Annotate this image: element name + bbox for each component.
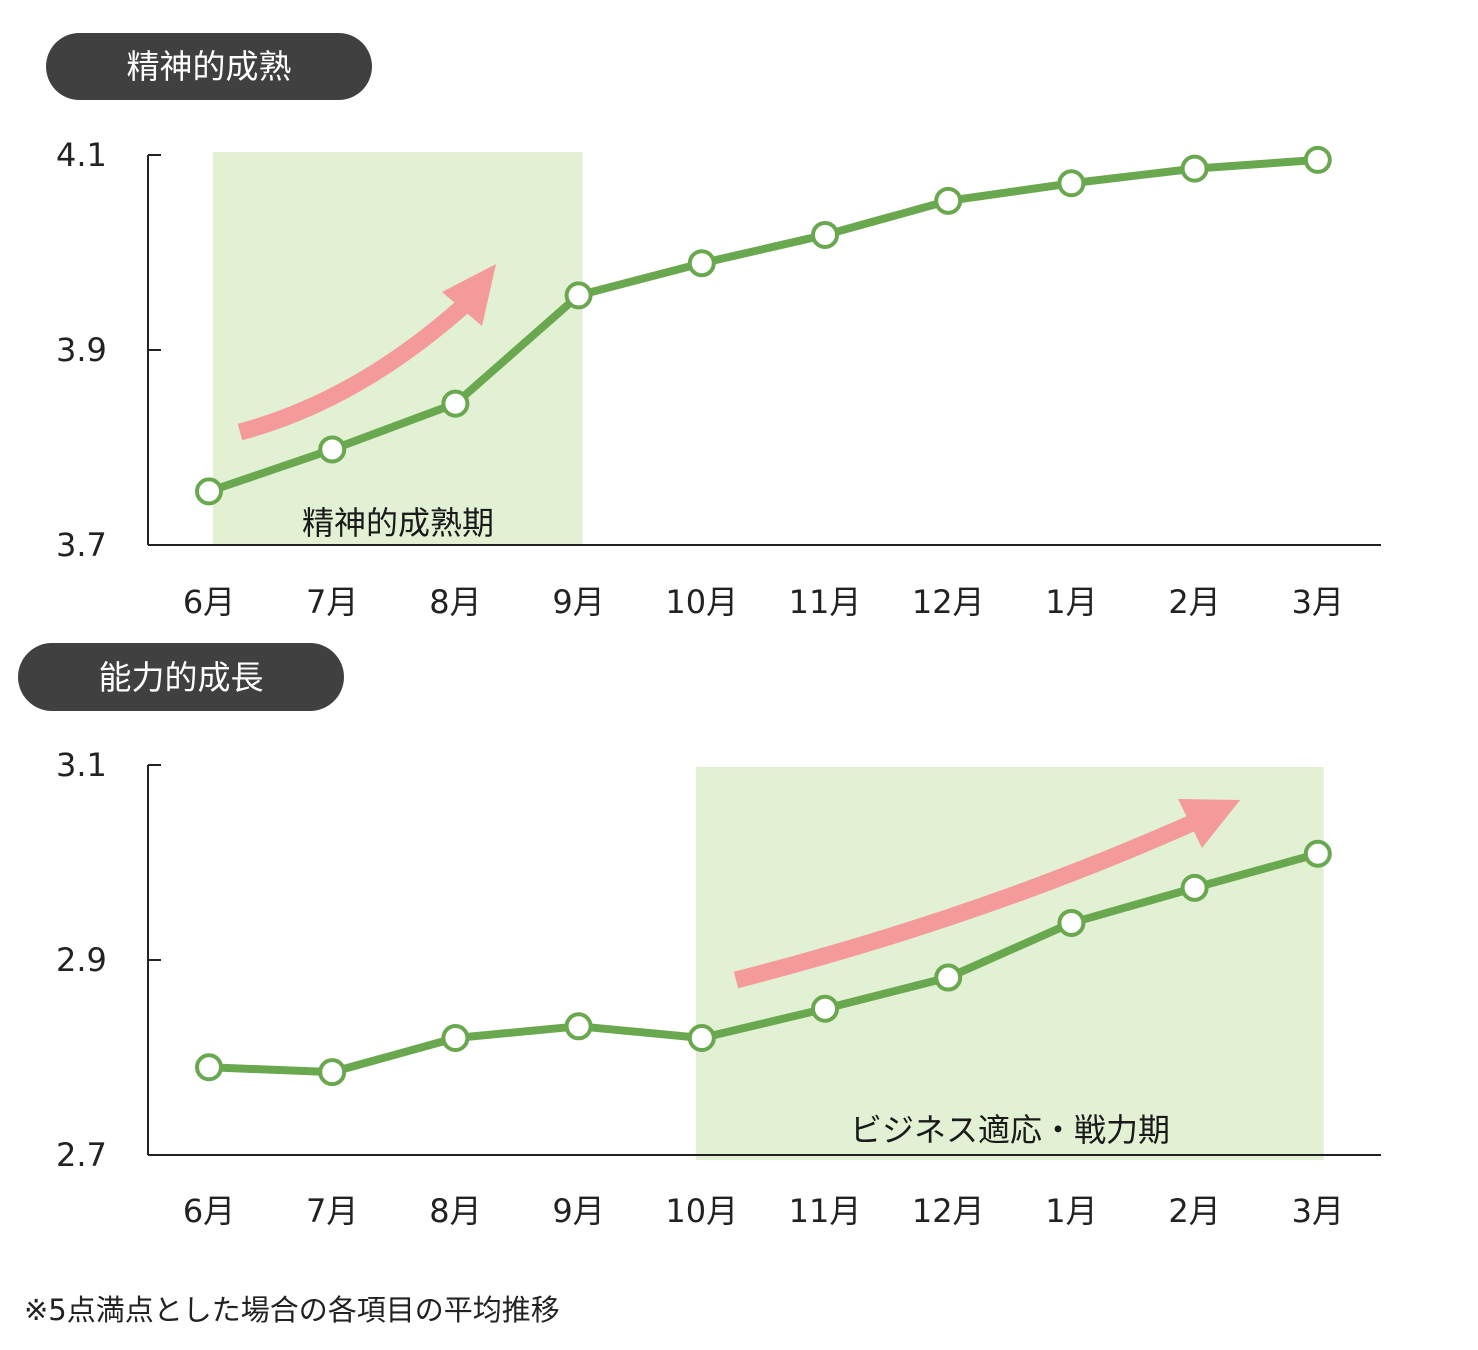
x-tick-label: 1月 bbox=[1045, 583, 1097, 621]
footnote: ※5点満点とした場合の各項目の平均推移 bbox=[24, 1293, 560, 1327]
x-tick-label: 10月 bbox=[665, 1192, 738, 1230]
x-tick-label: 11月 bbox=[789, 1192, 862, 1230]
x-tick-label: 12月 bbox=[912, 583, 985, 621]
x-tick-label: 12月 bbox=[912, 1192, 985, 1230]
x-tick-label: 3月 bbox=[1292, 583, 1344, 621]
chart-2-series-line bbox=[208, 849, 1319, 1077]
data-point bbox=[564, 1012, 593, 1041]
data-point bbox=[1057, 169, 1086, 198]
data-point bbox=[1180, 154, 1209, 183]
chart-1-x-ticks: 6月 7月 8月 9月 10月 11月 12月 1月 2月 3月 bbox=[183, 583, 1344, 621]
data-point bbox=[441, 1024, 470, 1052]
chart-ability-growth: 能力的成長 ビジネス適応・戦力期 2.7 2.9 3.1 6月 7月 8月 9月 10月 11… bbox=[18, 643, 1381, 1230]
x-tick-label: 1月 bbox=[1045, 1192, 1097, 1230]
data-point bbox=[1303, 145, 1332, 174]
data-point bbox=[1303, 839, 1332, 868]
data-point bbox=[811, 994, 839, 1023]
chart-1-title-pill bbox=[46, 33, 372, 100]
y-tick-label: 2.9 bbox=[56, 941, 107, 979]
data-point bbox=[441, 389, 470, 418]
chart-2-y-ticks: 2.7 2.9 3.1 bbox=[56, 746, 161, 1174]
data-point bbox=[934, 963, 963, 992]
x-tick-label: 9月 bbox=[552, 1192, 604, 1230]
data-point bbox=[687, 249, 716, 278]
data-point bbox=[811, 220, 839, 249]
data-point bbox=[1057, 908, 1086, 937]
x-tick-label: 6月 bbox=[183, 1192, 235, 1230]
y-tick-label: 3.9 bbox=[56, 331, 107, 369]
chart-1-points bbox=[195, 145, 1332, 506]
data-point bbox=[564, 281, 593, 310]
data-point bbox=[318, 1058, 347, 1087]
chart-1-title: 精神的成熟 bbox=[127, 47, 292, 86]
x-tick-label: 8月 bbox=[429, 1192, 481, 1230]
chart-2-trend-arrow-head bbox=[1178, 799, 1240, 848]
data-point bbox=[318, 435, 347, 464]
x-tick-label: 8月 bbox=[429, 583, 481, 621]
chart-2-title: 能力的成長 bbox=[99, 658, 264, 697]
chart-2-x-ticks: 6月 7月 8月 9月 10月 11月 12月 1月 2月 3月 bbox=[183, 1192, 1344, 1230]
x-tick-label: 3月 bbox=[1292, 1192, 1344, 1230]
data-point bbox=[195, 477, 223, 506]
chart-mental-maturity: 精神的成熟 精神的成熟期 3.7 3.9 4.1 6月 7月 8月 9月 10月 11月 12月… bbox=[46, 33, 1381, 621]
data-point bbox=[195, 1053, 223, 1082]
chart-2-trend-arrow bbox=[733, 807, 1214, 989]
chart-1-y-ticks: 3.7 3.9 4.1 bbox=[56, 136, 161, 564]
data-point bbox=[1180, 873, 1209, 902]
x-tick-label: 9月 bbox=[552, 583, 604, 621]
chart-1-series-line bbox=[207, 155, 1319, 496]
chart-1-highlight-label: 精神的成熟期 bbox=[302, 504, 494, 542]
y-tick-label: 2.7 bbox=[56, 1136, 107, 1174]
chart-2-highlight-label: ビジネス適応・戦力期 bbox=[850, 1111, 1170, 1149]
x-tick-label: 7月 bbox=[306, 1192, 358, 1230]
data-point bbox=[934, 186, 963, 215]
x-tick-label: 2月 bbox=[1168, 1192, 1220, 1230]
x-tick-label: 7月 bbox=[306, 583, 358, 621]
chart-2-points bbox=[195, 839, 1332, 1087]
x-tick-label: 6月 bbox=[183, 583, 235, 621]
y-tick-label: 3.1 bbox=[56, 746, 107, 784]
x-tick-label: 10月 bbox=[665, 583, 738, 621]
chart-1-trend-arrow-head bbox=[442, 264, 496, 326]
y-tick-label: 3.7 bbox=[56, 526, 107, 564]
chart-2-title-pill bbox=[18, 643, 344, 711]
data-point bbox=[687, 1024, 716, 1052]
y-tick-label: 4.1 bbox=[56, 136, 107, 174]
chart-1-trend-arrow bbox=[237, 293, 476, 441]
x-tick-label: 2月 bbox=[1168, 583, 1220, 621]
x-tick-label: 11月 bbox=[789, 583, 862, 621]
